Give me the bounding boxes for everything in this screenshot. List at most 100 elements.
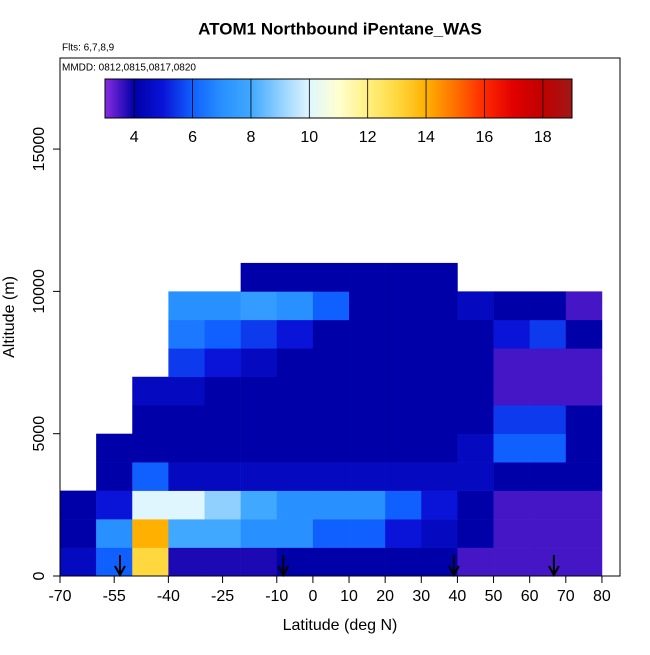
heat-cell [457,547,494,577]
heat-cell [421,348,458,378]
heat-cell [457,348,494,378]
heat-cell [565,519,603,548]
heat-cell [421,519,458,548]
x-tick-label: 20 [376,588,394,605]
heat-cell [312,490,350,520]
heat-cell [529,490,567,520]
colorbar-tick-label: 10 [300,129,318,146]
heat-cell [457,405,494,434]
heat-cell [385,348,422,378]
heat-cell [276,376,314,406]
heat-cell [457,490,494,520]
heat-cell [204,519,241,548]
heat-cell [312,262,350,292]
heat-cell [312,519,350,548]
heat-cell [421,376,458,406]
y-tick-label: 5000 [31,416,48,452]
heat-cell [240,376,278,406]
heat-cell [349,348,386,378]
heat-cell [565,490,603,520]
heat-cell [204,291,241,321]
heat-cell [132,405,169,434]
heat-cell [204,490,241,520]
heat-cell [565,405,603,434]
heat-cell [132,376,169,406]
heat-cell [493,462,530,491]
heat-cell [312,348,350,378]
annotation: Flts: 6,7,8,9 [62,43,115,54]
heat-cell [385,433,422,463]
y-tick-label: 10000 [31,269,48,314]
colorbar-tick-label: 8 [246,129,255,146]
heat-cell [276,319,314,349]
arrow [447,555,460,578]
heat-cell [421,433,458,463]
heat-cell [349,376,386,406]
x-tick-label: 40 [449,588,467,605]
heat-cell [240,462,278,491]
x-tick-label: -40 [157,588,180,605]
heat-cell [240,319,278,349]
heat-cell [493,490,530,520]
heat-cell [385,519,422,548]
heat-cell [565,376,603,406]
heat-cell [312,291,350,321]
heat-cell [349,262,386,292]
heat-cell [96,547,133,577]
arrow-head [447,565,460,578]
heat-cell [493,348,530,378]
heat-cell [240,547,278,577]
x-tick-label: -70 [48,588,71,605]
heat-cell [240,433,278,463]
heat-cell [96,519,133,548]
heat-cell [132,462,169,491]
heat-cell [493,519,530,548]
heat-cell [60,490,97,520]
colorbar-tick-label: 18 [534,129,552,146]
heat-cell [529,547,567,577]
heat-cell [349,291,386,321]
colorbar-tick-label: 14 [417,129,435,146]
heat-cell [276,405,314,434]
heat-cell [96,462,133,491]
heat-cell [529,433,567,463]
heat-cell [276,519,314,548]
heat-cell [565,348,603,378]
heat-cell [168,433,205,463]
heat-cell [421,291,458,321]
heat-cell [421,405,458,434]
y-tick-label: 0 [31,571,48,580]
heat-cell [60,519,97,548]
x-tick-label: -10 [265,588,288,605]
heat-cell [132,519,169,548]
heat-cell [276,490,314,520]
heat-cell [240,490,278,520]
heat-cell [421,490,458,520]
arrow [548,555,560,578]
heat-cell [168,291,205,321]
heat-cell [168,405,205,434]
heat-cell [349,319,386,349]
heat-cell [204,462,241,491]
heat-cell [349,462,386,491]
x-tick-label: -25 [211,588,234,605]
x-tick-label: 10 [340,588,358,605]
heat-cell [276,462,314,491]
heat-cell [385,462,422,491]
heat-cell [168,462,205,491]
heat-cell [421,462,458,491]
colorbar-tick-label: 6 [188,129,197,146]
x-tick-label: 0 [308,588,317,605]
heat-cell [60,547,97,577]
x-axis-label: Latitude (deg N) [283,617,398,634]
arrow [277,555,290,578]
heat-cell [385,319,422,349]
heat-cell [565,433,603,463]
heat-cell [457,462,494,491]
heat-cell [276,433,314,463]
heat-cell [168,348,205,378]
heat-cell [240,262,278,292]
heat-cell [529,348,567,378]
heat-cell [565,291,603,321]
